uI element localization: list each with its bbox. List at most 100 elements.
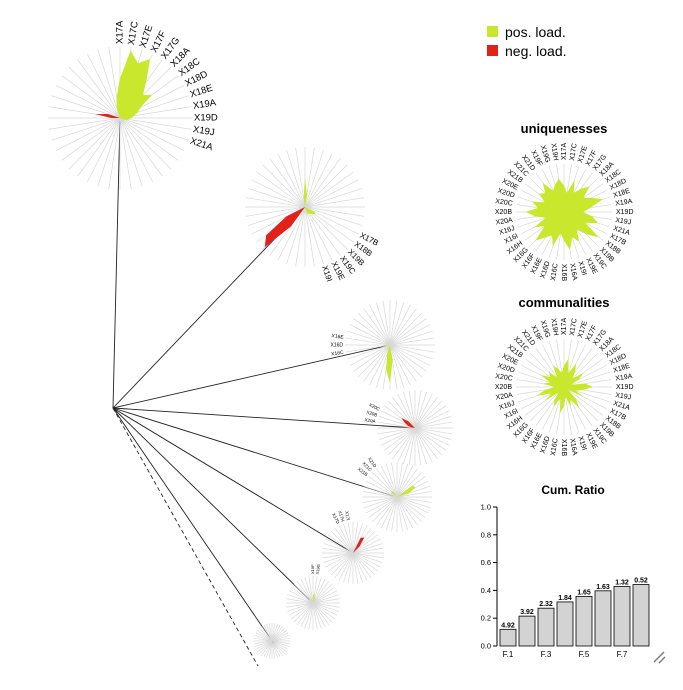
ray: [389, 330, 433, 346]
ray: [389, 344, 427, 372]
ray: [363, 344, 391, 382]
ray: [414, 391, 428, 429]
ray: [387, 427, 416, 456]
ray: [304, 602, 314, 629]
ray: [254, 637, 273, 642]
ray: [385, 463, 398, 498]
cum-ratio-bar: [518, 615, 536, 647]
ray: [119, 117, 179, 161]
ray: [347, 522, 354, 554]
ray: [304, 577, 314, 604]
variable-label: X21D: [367, 456, 378, 469]
cum-ratio-bar: [575, 595, 593, 647]
ray: [357, 312, 391, 346]
ray: [402, 391, 416, 429]
variable-label: X20C: [495, 373, 513, 383]
ray: [529, 386, 565, 422]
ray: [389, 344, 435, 353]
variable-label: X16D: [330, 342, 343, 348]
ray: [352, 538, 381, 554]
factor-star-8: [254, 623, 290, 659]
variable-label: X16C: [331, 350, 345, 358]
ray: [347, 330, 391, 346]
ray: [362, 496, 398, 503]
ray: [271, 628, 285, 642]
ray: [256, 171, 306, 208]
bar-value-label: 1.63: [596, 584, 610, 591]
bar-value-label: 2.32: [539, 601, 553, 608]
ray: [352, 552, 359, 584]
ray: [414, 427, 422, 466]
ray: [268, 640, 273, 659]
ray: [343, 523, 354, 554]
ray: [414, 427, 453, 435]
variable-label: X19F: [310, 564, 315, 574]
tree-branch: [112, 407, 416, 429]
ray: [391, 496, 398, 532]
ray: [345, 344, 391, 353]
positive-loading-blob: [303, 177, 316, 215]
x-tick-label: F.3: [541, 650, 552, 659]
variable-label: X17C: [569, 143, 579, 161]
variable-label: X16A: [568, 263, 578, 281]
ray: [389, 300, 398, 346]
ray: [271, 630, 287, 642]
ray: [414, 427, 452, 441]
ray: [353, 344, 391, 372]
ray: [389, 344, 405, 388]
ray: [389, 324, 431, 346]
tree-branch: [112, 344, 391, 409]
ray: [271, 640, 287, 652]
ray: [296, 602, 314, 626]
variable-label: X19H: [549, 318, 559, 336]
variable-label: X20C: [368, 402, 381, 412]
ray: [286, 149, 306, 208]
ray: [68, 117, 121, 170]
ray: [389, 318, 427, 346]
variable-label: X16C: [550, 438, 560, 456]
variable-label: X21A: [189, 136, 215, 154]
variable-label: X19A: [192, 97, 217, 112]
ray: [312, 602, 326, 628]
ray: [391, 462, 398, 498]
ray: [323, 552, 354, 563]
positive-loading-blob: [536, 358, 593, 414]
variable-label: X19D: [616, 209, 634, 216]
ray: [271, 640, 283, 656]
ray: [97, 117, 121, 187]
ray: [312, 586, 336, 604]
variable-label: X19A: [615, 198, 633, 208]
ray: [376, 496, 398, 526]
ray: [269, 206, 306, 256]
pos-load-label: pos. load.: [505, 23, 566, 40]
ray: [51, 117, 121, 141]
ray: [414, 427, 446, 451]
ray: [312, 602, 339, 612]
ray: [414, 427, 450, 446]
ray: [338, 525, 354, 554]
resize-handle-icon[interactable]: [650, 648, 666, 664]
y-tick-label: 0.4: [481, 586, 491, 595]
variable-label: X16J: [498, 400, 515, 412]
ray: [414, 393, 433, 429]
tree-branch: [112, 407, 354, 554]
ray: [372, 496, 398, 522]
ray: [380, 427, 416, 446]
bar-value-label: 1.65: [577, 589, 591, 596]
ray: [389, 344, 431, 366]
variable-label: X16B: [560, 264, 567, 281]
ray: [290, 602, 314, 620]
ray: [330, 552, 354, 576]
legend-pos-row: pos. load.: [487, 22, 567, 41]
communalities-plot: X17A X17CX17EX17FX17GX18AX18CX18DX18EX19A…: [495, 318, 634, 457]
ray: [300, 602, 314, 628]
ray: [352, 543, 383, 554]
pos-load-swatch-icon: [487, 26, 498, 37]
ray: [263, 640, 273, 658]
variable-label: X20B: [495, 209, 512, 216]
ray: [97, 49, 121, 119]
ray: [87, 53, 121, 119]
ray: [312, 602, 336, 620]
